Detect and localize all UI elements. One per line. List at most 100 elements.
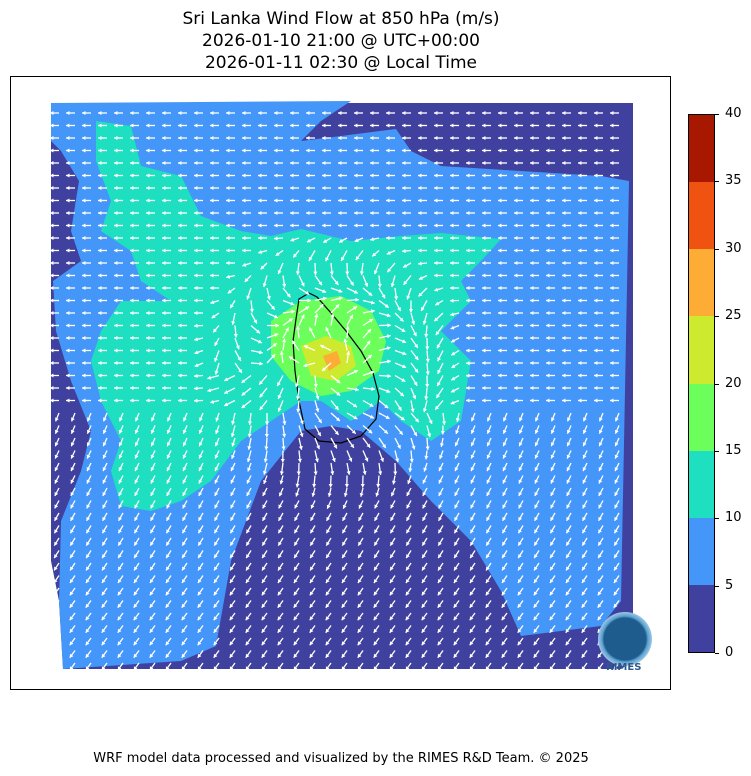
wind-arrow-head: [350, 443, 354, 448]
wind-arrow-head: [469, 666, 474, 671]
wind-arrow-head: [264, 434, 269, 438]
wind-arrow-head: [518, 504, 523, 509]
wind-arrow-head: [325, 666, 330, 671]
wind-arrow-head: [270, 305, 275, 310]
wind-arrow-head: [294, 566, 298, 571]
wind-arrow-head: [246, 554, 250, 559]
wind-arrow-head: [98, 235, 102, 241]
wind-arrow-head: [290, 210, 294, 216]
wind-arrow-head: [424, 333, 429, 338]
wind-arrow-head: [436, 394, 441, 399]
wind-arrow-head: [546, 373, 550, 378]
wind-arrow-head: [293, 253, 298, 258]
wind-arrow-head: [54, 417, 59, 422]
wind-arrow-head: [598, 417, 603, 422]
wind-arrow-head: [294, 504, 299, 509]
wind-arrow-head: [245, 666, 250, 671]
wind-arrow-head: [253, 319, 257, 324]
wind-arrow-head: [453, 591, 458, 596]
wind-arrow-head: [114, 323, 118, 328]
wind-arrow-head: [482, 385, 486, 391]
wind-arrow-head: [210, 123, 214, 128]
wind-arrow-head: [258, 223, 262, 228]
wind-arrow-head: [178, 198, 182, 203]
wind-arrow-head: [530, 348, 534, 353]
wind-arrow-head: [338, 148, 342, 153]
wind-arrow-head: [246, 491, 251, 496]
wind-arrow-head: [213, 628, 218, 633]
wind-arrow-head: [466, 123, 470, 128]
wind-arrow-head: [562, 185, 566, 191]
wind-arrow-head: [610, 335, 614, 341]
wind-arrow-head: [386, 110, 390, 116]
wind-arrow-head: [278, 516, 283, 521]
wind-arrow-head: [498, 198, 502, 203]
wind-arrow-head: [149, 628, 154, 633]
wind-arrow-head: [294, 554, 298, 559]
logo-text: RIMES: [606, 662, 642, 673]
wind-arrow-head: [118, 467, 123, 472]
wind-arrow-head: [434, 110, 438, 116]
wind-arrow-head: [242, 235, 246, 241]
wind-arrow-head: [66, 298, 70, 303]
wind-arrow-head: [146, 298, 150, 303]
wind-arrow-head: [210, 148, 214, 153]
wind-arrow-head: [130, 273, 134, 278]
wind-arrow-head: [277, 653, 282, 658]
colorbar-segment: [689, 249, 714, 317]
wind-arrow-head: [370, 135, 374, 141]
wind-arrow-head: [566, 491, 571, 496]
wind-arrow-head: [387, 359, 391, 364]
wind-arrow-head: [50, 360, 54, 366]
wind-arrow-head: [198, 566, 202, 571]
wind-arrow-head: [534, 454, 539, 459]
colorbar-tick-label: 25: [725, 308, 742, 324]
wind-arrow-head: [150, 529, 154, 534]
wind-arrow-head: [231, 454, 235, 459]
wind-arrow-head: [594, 173, 598, 178]
wind-arrow-head: [578, 373, 582, 378]
wind-arrow-head: [370, 370, 375, 375]
wind-arrow-head: [146, 248, 150, 253]
wind-arrow-head: [182, 529, 186, 534]
wind-arrow-head: [614, 541, 618, 546]
wind-arrow-head: [455, 418, 460, 422]
wind-arrow-head: [230, 516, 235, 521]
wind-arrow-head: [288, 356, 293, 361]
wind-arrow-head: [614, 516, 619, 521]
wind-arrow-head: [182, 454, 187, 459]
wind-arrow-head: [66, 398, 70, 403]
wind-arrow-head: [290, 123, 294, 128]
wind-arrow-head: [546, 298, 550, 303]
wind-arrow-head: [386, 389, 391, 393]
wind-arrow-head: [486, 429, 491, 434]
wind-arrow-head: [549, 641, 554, 646]
wind-arrow-head: [69, 603, 74, 608]
wind-arrow-head: [514, 335, 518, 341]
wind-arrow-head: [437, 666, 442, 671]
wind-arrow-head: [114, 173, 118, 178]
wind-arrow-head: [514, 348, 518, 353]
wind-arrow-head: [274, 123, 278, 128]
wind-arrow-head: [258, 135, 262, 141]
wind-arrow-head: [70, 417, 75, 422]
wind-arrow-head: [610, 398, 614, 403]
wind-arrow-head: [82, 173, 86, 178]
wind-arrow-head: [66, 323, 70, 328]
wind-arrow-head: [546, 310, 550, 316]
wind-arrow-head: [498, 285, 502, 291]
wind-arrow-head: [214, 467, 219, 472]
wind-arrow-head: [395, 458, 400, 463]
wind-arrow-head: [470, 566, 474, 571]
wind-arrow-head: [242, 248, 246, 253]
wind-arrow-head: [422, 320, 427, 325]
wind-arrow-head: [133, 653, 138, 658]
wind-arrow-head: [265, 421, 270, 425]
wind-arrow-head: [261, 641, 266, 646]
wind-arrow-head: [338, 123, 342, 128]
wind-arrow-head: [401, 328, 406, 332]
wind-arrow-head: [502, 442, 507, 447]
wind-arrow-head: [275, 323, 279, 328]
wind-arrow-head: [389, 616, 394, 621]
wind-arrow-head: [530, 335, 534, 341]
